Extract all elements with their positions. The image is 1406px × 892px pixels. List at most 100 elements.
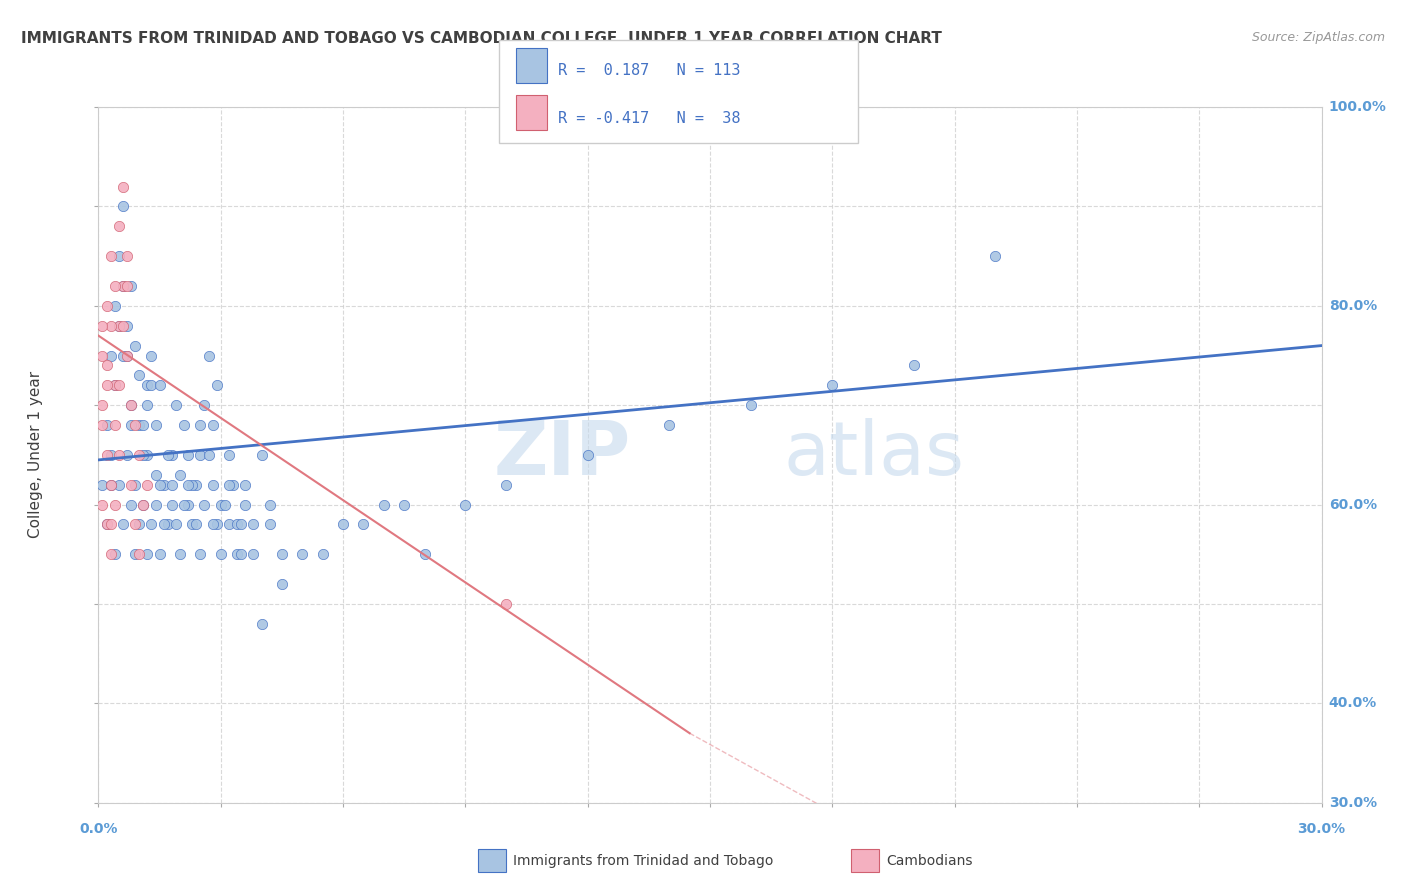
Point xyxy=(233,498,256,512)
Point xyxy=(104,378,127,392)
Point xyxy=(242,517,264,532)
Point xyxy=(100,477,122,491)
Point xyxy=(352,517,374,532)
Point xyxy=(141,349,163,363)
Point xyxy=(495,477,517,491)
Point xyxy=(100,547,122,561)
Point xyxy=(740,398,762,412)
Point xyxy=(332,517,354,532)
Point xyxy=(188,547,212,561)
Point xyxy=(108,318,131,333)
Point xyxy=(120,398,142,412)
Point xyxy=(96,378,118,392)
Point xyxy=(197,448,219,462)
Point xyxy=(197,349,219,363)
Point xyxy=(91,318,114,333)
Point xyxy=(91,418,114,433)
Point xyxy=(120,498,142,512)
Point xyxy=(156,448,179,462)
Point xyxy=(177,498,200,512)
Point xyxy=(91,477,114,491)
Point xyxy=(115,279,138,293)
Point xyxy=(115,349,138,363)
Point xyxy=(373,498,395,512)
Point xyxy=(821,378,844,392)
Point xyxy=(136,378,159,392)
Point xyxy=(270,577,294,591)
Point xyxy=(141,378,163,392)
Point xyxy=(413,547,436,561)
Point xyxy=(96,448,118,462)
Point xyxy=(186,517,208,532)
Point xyxy=(156,517,179,532)
Point xyxy=(128,368,150,383)
Point xyxy=(104,498,127,512)
Point xyxy=(231,547,253,561)
Point xyxy=(201,418,224,433)
Point xyxy=(181,517,204,532)
Point xyxy=(111,349,134,363)
Point xyxy=(100,477,122,491)
Point xyxy=(226,517,249,532)
Point xyxy=(173,498,195,512)
Point xyxy=(186,477,208,491)
Point xyxy=(111,179,134,194)
Text: Source: ZipAtlas.com: Source: ZipAtlas.com xyxy=(1251,31,1385,45)
Point xyxy=(100,517,122,532)
Point xyxy=(233,477,256,491)
Point xyxy=(173,418,195,433)
Point xyxy=(177,477,200,491)
Point xyxy=(124,547,146,561)
Point xyxy=(226,547,249,561)
Text: 60.0%: 60.0% xyxy=(1329,498,1376,512)
Text: atlas: atlas xyxy=(783,418,965,491)
Point xyxy=(160,477,183,491)
Point xyxy=(209,547,232,561)
Point xyxy=(104,547,127,561)
Point xyxy=(149,477,172,491)
Point xyxy=(100,349,122,363)
Point xyxy=(115,318,138,333)
Point xyxy=(111,199,134,213)
Point xyxy=(165,398,187,412)
Point xyxy=(312,547,335,561)
Point xyxy=(495,597,517,611)
Point xyxy=(169,547,191,561)
Point xyxy=(218,477,240,491)
Point xyxy=(250,448,273,462)
Point xyxy=(209,498,232,512)
Point xyxy=(576,448,599,462)
Point xyxy=(218,517,240,532)
Text: IMMIGRANTS FROM TRINIDAD AND TOBAGO VS CAMBODIAN COLLEGE, UNDER 1 YEAR CORRELATI: IMMIGRANTS FROM TRINIDAD AND TOBAGO VS C… xyxy=(21,31,942,46)
Text: Cambodians: Cambodians xyxy=(886,854,973,868)
Point xyxy=(193,398,215,412)
Text: 0.0%: 0.0% xyxy=(79,822,118,837)
Point xyxy=(201,517,224,532)
Point xyxy=(132,418,155,433)
Point xyxy=(124,517,146,532)
Text: ZIP: ZIP xyxy=(494,418,630,491)
Point xyxy=(108,249,131,263)
Point xyxy=(108,219,131,234)
Point xyxy=(152,517,174,532)
Point xyxy=(193,498,215,512)
Point xyxy=(132,498,155,512)
Point xyxy=(108,318,131,333)
Point xyxy=(100,448,122,462)
Point xyxy=(128,547,150,561)
Point xyxy=(111,279,134,293)
Point xyxy=(104,299,127,313)
Point xyxy=(108,448,131,462)
Point xyxy=(115,249,138,263)
Point xyxy=(136,448,159,462)
Point xyxy=(231,517,253,532)
Point xyxy=(124,418,146,433)
Point xyxy=(149,378,172,392)
Point xyxy=(120,418,142,433)
Point xyxy=(111,517,134,532)
Point xyxy=(128,517,150,532)
Point xyxy=(108,477,131,491)
Point xyxy=(145,498,167,512)
Point xyxy=(270,547,294,561)
Point xyxy=(177,448,200,462)
